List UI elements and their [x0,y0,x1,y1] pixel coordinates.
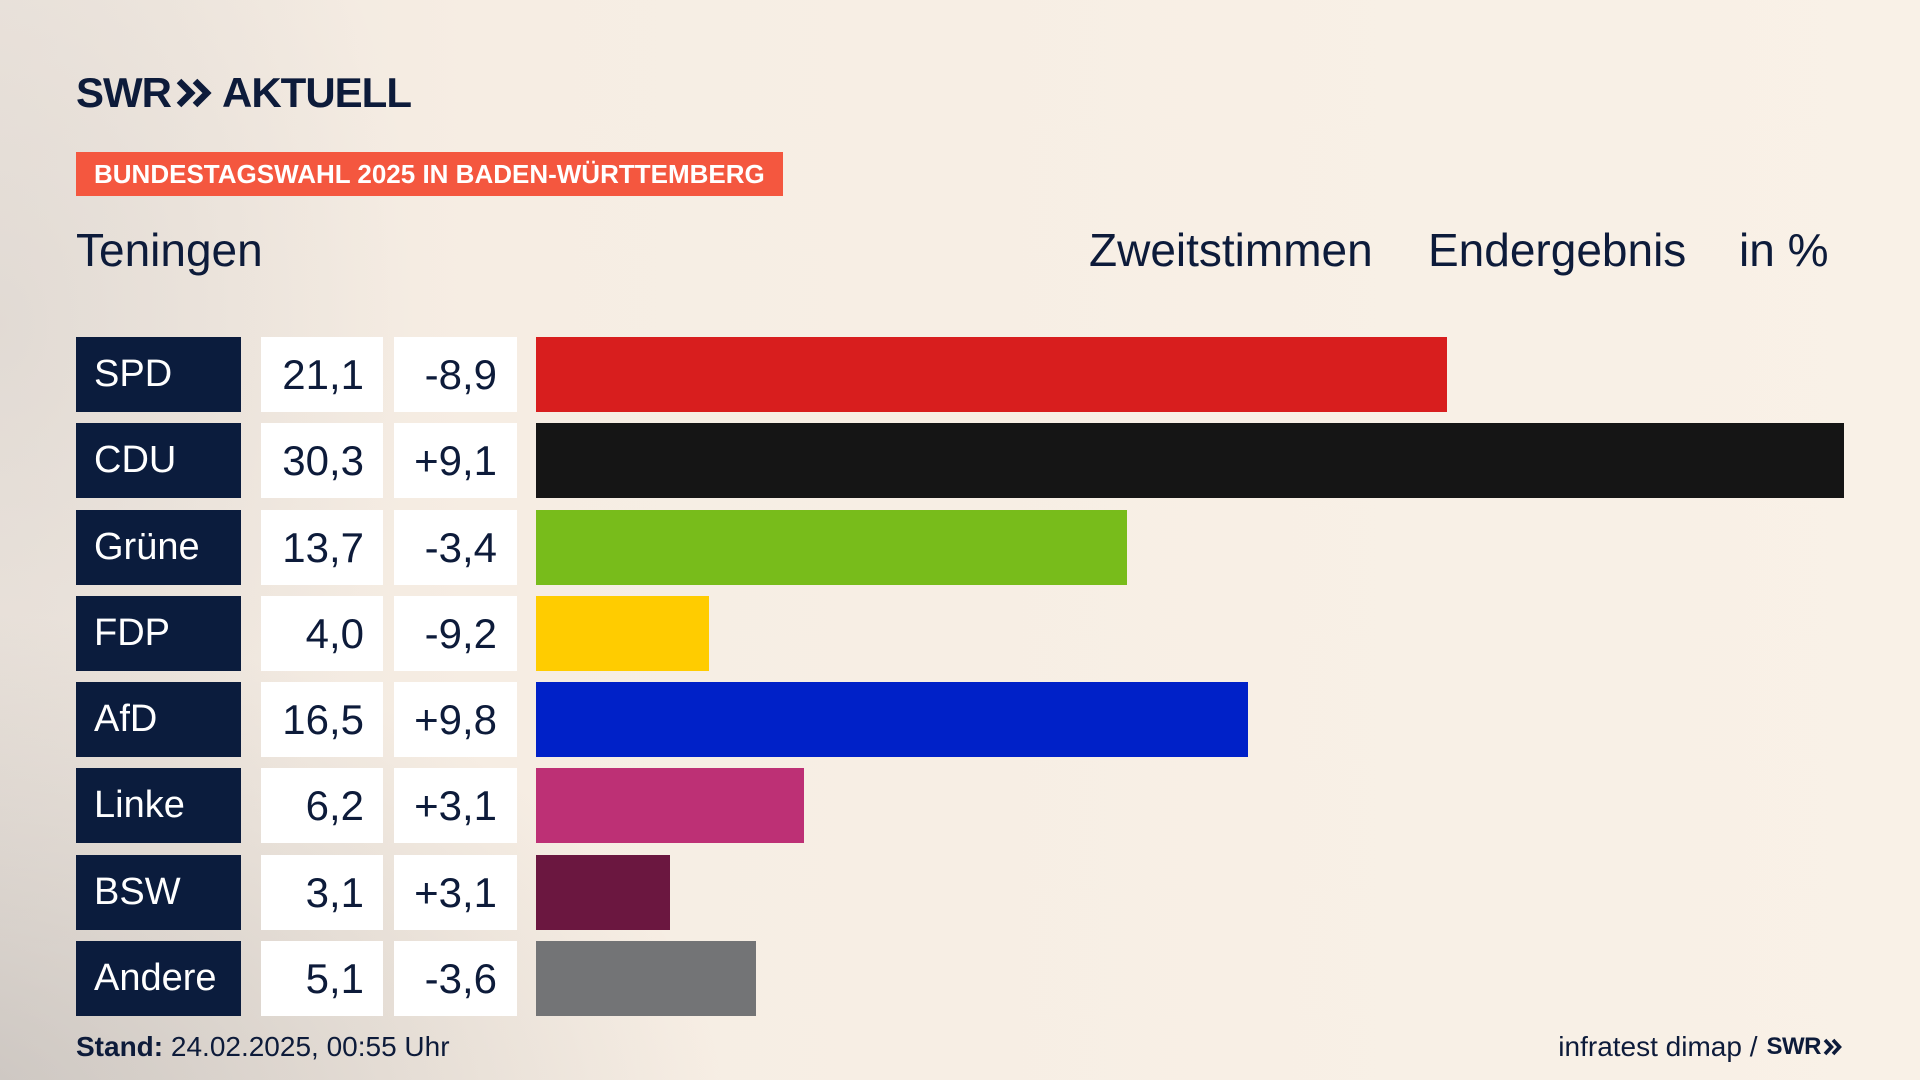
timestamp: Stand: 24.02.2025, 00:55 Uhr [76,1031,450,1063]
bar-afd [536,682,1249,757]
value-label-cdu: 30,3 [261,423,383,499]
value-label-fdp: 4,0 [261,595,383,671]
value-label-bsw: 3,1 [261,854,383,930]
value-label-andere: 5,1 [261,940,383,1016]
double-chevron-icon [176,78,212,108]
bar-bsw [536,854,670,930]
value-label-linke: 6,2 [261,768,383,844]
diff-label-afd: +9,8 [394,682,517,757]
party-label-spd: SPD [76,337,241,412]
value-label-afd: 16,5 [261,682,383,757]
bar-linke [536,768,804,844]
chart-row-andere: Andere 5,1 -3,6 [0,940,1920,1016]
diff-label-cdu: +9,1 [394,423,517,499]
bar-spd [536,337,1447,412]
chart-row-bsw: BSW 3,1 +3,1 [0,854,1920,930]
chart-row-gruene: Grüne 13,7 -3,4 [0,509,1920,585]
diff-label-bsw: +3,1 [394,854,517,930]
diff-label-fdp: -9,2 [394,595,517,671]
bar-cdu [536,423,1844,499]
bar-fdp [536,595,709,671]
vote-type-label: Zweitstimmen [1089,224,1373,276]
stand-value: 24.02.2025, 00:55 Uhr [170,1031,450,1062]
value-label-gruene: 13,7 [261,509,383,585]
diff-label-andere: -3,6 [394,940,517,1016]
source-logo-text: SWR [1766,1033,1822,1060]
chart-row-fdp: FDP 4,0 -9,2 [0,595,1920,671]
party-label-bsw: BSW [76,854,241,930]
double-chevron-icon [1823,1038,1842,1056]
source-credit: infratest dimap / SWR [1558,1031,1843,1063]
election-banner: BUNDESTAGSWAHL 2025 IN BADEN-WÜRTTEMBERG [76,152,783,196]
bar-gruene [536,509,1128,585]
diff-label-spd: -8,9 [394,337,517,412]
diff-label-linke: +3,1 [394,768,517,844]
chart-row-spd: SPD 21,1 -8,9 [0,337,1920,412]
stand-label: Stand: [76,1031,164,1062]
logo-swr-text: SWR [76,69,172,116]
place-name: Teningen [76,224,263,276]
source-text: infratest dimap / [1558,1031,1758,1062]
bar-andere [536,940,757,1016]
party-label-gruene: Grüne [76,509,241,585]
diff-label-gruene: -3,4 [394,509,517,585]
value-label-spd: 21,1 [261,337,383,412]
result-type-label: Endergebnis [1428,224,1687,276]
party-label-fdp: FDP [76,595,241,671]
swr-aktuell-logo: SWR AKTUELL [76,69,412,116]
unit-label: in % [1739,224,1829,276]
party-label-linke: Linke [76,768,241,844]
chart-row-afd: AfD 16,5 +9,8 [0,682,1920,757]
logo-aktuell-text: AKTUELL [222,69,412,116]
chart-row-linke: Linke 6,2 +3,1 [0,768,1920,844]
chart-row-cdu: CDU 30,3 +9,1 [0,423,1920,499]
party-label-cdu: CDU [76,423,241,499]
party-label-andere: Andere [76,940,241,1016]
party-label-afd: AfD [76,682,241,757]
